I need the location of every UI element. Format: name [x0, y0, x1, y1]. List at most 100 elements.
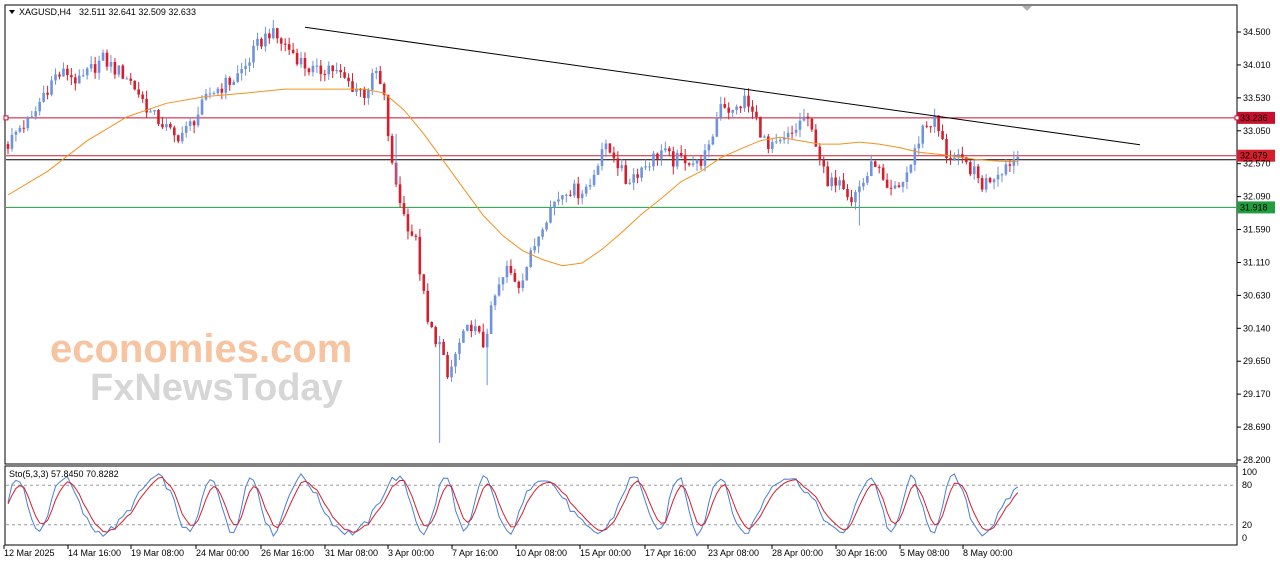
- candle-bull: [180, 132, 184, 142]
- candle-bear: [220, 88, 224, 93]
- candle-bull: [632, 174, 635, 183]
- y-tick-label: 33.530: [1243, 93, 1271, 103]
- candle-bull: [1016, 156, 1020, 160]
- candle-bull: [89, 64, 93, 69]
- candle-bull: [200, 99, 204, 115]
- candle-bull: [489, 305, 493, 334]
- candle-bear: [850, 197, 853, 203]
- candle-bull: [794, 129, 798, 133]
- candle-bull: [62, 68, 65, 77]
- price-level-label-support: 31.918: [1240, 202, 1268, 212]
- candle-bull: [798, 120, 802, 130]
- candle-bull: [521, 280, 525, 288]
- y-tick-label: 30.140: [1243, 323, 1271, 333]
- candle-bear: [434, 327, 437, 345]
- candle-bull: [838, 180, 841, 186]
- candle-bear: [687, 163, 691, 165]
- candle-bear: [137, 89, 140, 95]
- y-tick-label: 29.650: [1243, 356, 1271, 366]
- candle-bull: [719, 104, 723, 118]
- candle-bull: [77, 75, 81, 84]
- x-tick-label: 17 Apr 16:00: [645, 548, 696, 558]
- y-tick-label: 32.090: [1243, 192, 1271, 202]
- candle-bear: [834, 177, 837, 186]
- price-panel[interactable]: [4, 4, 1238, 465]
- price-level-label-resistance: 33.236: [1240, 113, 1268, 123]
- candle-bull: [933, 115, 936, 127]
- candle-bear: [470, 324, 473, 332]
- scroll-marker-icon[interactable]: [1022, 6, 1032, 11]
- candle-bear: [965, 157, 968, 163]
- candle-bull: [660, 150, 663, 159]
- candle-bull: [913, 148, 917, 165]
- candle-bear: [608, 143, 612, 153]
- stochastic-title: Sto(5,3,3) 57.8450 70.8282: [9, 469, 119, 479]
- candle-bear: [767, 136, 770, 149]
- candle-bull: [778, 139, 782, 142]
- candle-bear: [980, 178, 984, 190]
- candle-bear: [157, 110, 160, 125]
- candle-bull: [101, 52, 105, 61]
- x-tick-label: 24 Mar 00:00: [196, 548, 249, 558]
- trendline: [304, 26, 1141, 146]
- symbol-label: XAGUSD,H4: [19, 7, 71, 17]
- candle-bull: [707, 144, 711, 151]
- candle-bull: [264, 33, 267, 47]
- stochastic-panel[interactable]: [4, 465, 1238, 546]
- candle-bear: [22, 127, 26, 129]
- candle-bull: [493, 295, 497, 306]
- candle-bear: [683, 155, 687, 164]
- candle-bull: [869, 161, 873, 177]
- collapse-triangle-icon[interactable]: [9, 10, 15, 14]
- candle-bull: [454, 353, 457, 367]
- candle-bull: [774, 141, 778, 143]
- candle-bear: [747, 95, 750, 107]
- candle-bear: [74, 77, 77, 84]
- y-tick-label: 28.690: [1243, 422, 1271, 432]
- candle-bear: [382, 83, 386, 95]
- y-tick-label: 34.500: [1243, 27, 1271, 37]
- candle-bear: [192, 121, 196, 126]
- candle-bull: [830, 177, 833, 187]
- candle-bear: [66, 68, 69, 76]
- candle-bear: [145, 98, 148, 113]
- stoch-signal-line: [7, 476, 1019, 533]
- candle-bull: [252, 45, 255, 63]
- candle-bull: [782, 137, 786, 140]
- candle-bull: [620, 165, 624, 169]
- x-tick-label: 19 Mar 08:00: [131, 548, 184, 558]
- candle-bull: [450, 366, 453, 378]
- candle-bear: [260, 38, 263, 47]
- candle-bear: [885, 179, 889, 188]
- candle-bull: [604, 143, 608, 150]
- candle-bull: [299, 58, 303, 65]
- candle-bear: [612, 152, 616, 159]
- candle-bull: [196, 114, 200, 126]
- candle-bear: [347, 77, 350, 82]
- candle-bear: [430, 321, 434, 328]
- candle-bear: [319, 65, 323, 74]
- candle-bull: [854, 192, 857, 203]
- stoch-tick-label: 100: [1242, 467, 1257, 477]
- candle-bear: [925, 125, 929, 127]
- candle-bull: [473, 326, 477, 332]
- x-tick-label: 15 Apr 00:00: [580, 548, 631, 558]
- candle-bull: [743, 95, 746, 109]
- candle-bull: [715, 117, 719, 137]
- candle-bull: [54, 74, 57, 81]
- x-tick-label: 14 Mar 16:00: [68, 548, 121, 558]
- candle-bear: [481, 331, 485, 348]
- candle-bull: [212, 93, 216, 95]
- candle-bear: [161, 124, 164, 128]
- candle-bear: [398, 184, 402, 204]
- candle-bear: [363, 89, 366, 99]
- candle-bull: [711, 136, 715, 145]
- candle-bull: [236, 73, 239, 82]
- stoch-tick-label: 20: [1242, 520, 1252, 530]
- candle-bear: [576, 183, 580, 199]
- price-level-badge-current: [1237, 149, 1275, 162]
- candle-bull: [866, 176, 869, 183]
- candle-bear: [842, 180, 845, 190]
- candle-bull: [30, 116, 34, 118]
